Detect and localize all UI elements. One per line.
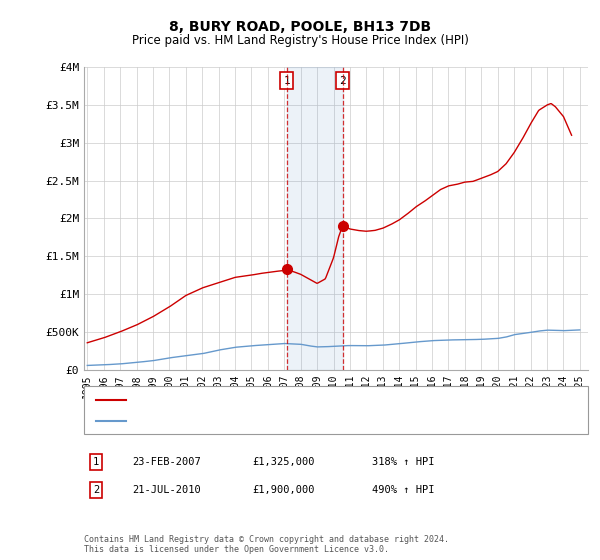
Bar [287,67,343,370]
Text: 23-FEB-2007: 23-FEB-2007 [132,457,201,467]
Text: 8, BURY ROAD, POOLE, BH13 7DB: 8, BURY ROAD, POOLE, BH13 7DB [169,20,431,34]
Text: £1,900,000: £1,900,000 [252,485,314,495]
Text: Price paid vs. HM Land Registry's House Price Index (HPI): Price paid vs. HM Land Registry's House … [131,34,469,46]
Text: 8, BURY ROAD, POOLE, BH13 7DB (detached house): 8, BURY ROAD, POOLE, BH13 7DB (detached … [132,395,402,405]
Text: Contains HM Land Registry data © Crown copyright and database right 2024.
This d: Contains HM Land Registry data © Crown c… [84,535,449,554]
Text: 1: 1 [93,457,99,467]
Text: HPI: Average price, detached house, Bournemouth Christchurch and Poole: HPI: Average price, detached house, Bour… [132,416,543,426]
Text: 318% ↑ HPI: 318% ↑ HPI [372,457,434,467]
Text: 2: 2 [339,76,346,86]
Text: 21-JUL-2010: 21-JUL-2010 [132,485,201,495]
Text: 490% ↑ HPI: 490% ↑ HPI [372,485,434,495]
Text: 1: 1 [283,76,290,86]
Text: £1,325,000: £1,325,000 [252,457,314,467]
Text: 2: 2 [93,485,99,495]
